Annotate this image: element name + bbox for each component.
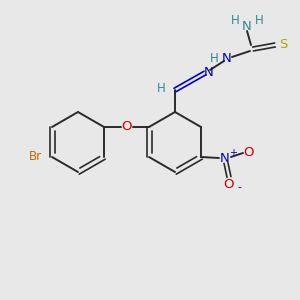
Text: N: N — [222, 52, 232, 65]
Text: H: H — [157, 82, 165, 94]
Text: O: O — [224, 178, 234, 191]
Text: S: S — [279, 38, 287, 52]
Text: O: O — [121, 121, 132, 134]
Text: O: O — [244, 146, 254, 160]
Text: Br: Br — [29, 151, 42, 164]
Text: N: N — [220, 152, 230, 166]
Text: N: N — [242, 20, 252, 34]
Text: -: - — [237, 182, 241, 192]
Text: H: H — [210, 52, 218, 64]
Text: H: H — [231, 14, 239, 28]
Text: +: + — [229, 148, 237, 158]
Text: H: H — [255, 14, 263, 28]
Text: N: N — [204, 67, 214, 80]
